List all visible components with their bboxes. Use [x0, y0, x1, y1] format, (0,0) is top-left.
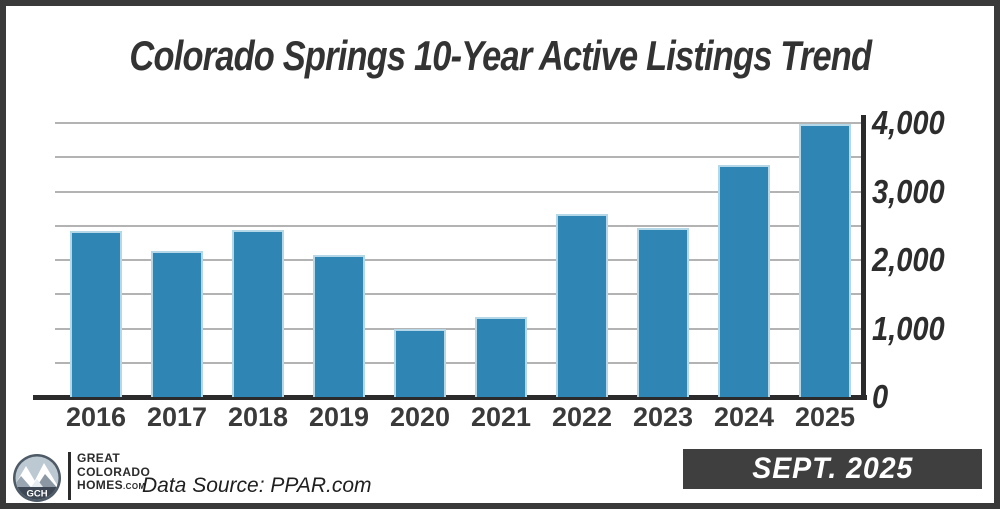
x-tick-label-2023: 2023 [632, 402, 694, 432]
bar-2021 [475, 316, 527, 397]
x-tick-label-2021: 2021 [470, 402, 532, 432]
y-tick-label-0: 0 [872, 378, 889, 415]
gridline-2000 [55, 259, 861, 261]
bar-2022 [556, 214, 608, 397]
x-tick-label-2016: 2016 [65, 402, 127, 432]
logo-homes-text: HOMES [77, 478, 124, 492]
canvas: Colorado Springs 10-Year Active Listings… [6, 6, 994, 503]
bar-chart: 2016 2017 2018 2019 2020 2021 2022 2023 2024 2025… [6, 6, 994, 503]
logo-com-suffix: .COM [123, 482, 146, 491]
gridline-3500 [55, 156, 861, 159]
gridline-2500 [55, 224, 861, 227]
bar-2018 [232, 229, 284, 397]
y-tick-label-1000: 1,000 [872, 309, 945, 347]
x-tick-label-2025: 2025 [794, 402, 856, 432]
x-axis-line [33, 395, 867, 400]
data-source-text: Data Source: PPAR.com [142, 474, 372, 497]
logo-line-colorado: COLORADO [77, 464, 151, 479]
bar-2019 [313, 254, 365, 397]
y-tick-label-4000: 4,000 [872, 104, 945, 141]
bar-2023 [637, 227, 689, 397]
gridline-1500 [55, 293, 861, 296]
date-badge: SEPT. 2025 [683, 449, 982, 489]
y-axis-line [861, 115, 866, 400]
x-tick-label-2017: 2017 [146, 402, 208, 432]
bar-2024 [718, 164, 770, 397]
x-tick-label-2020: 2020 [389, 402, 451, 432]
logo-line-great: GREAT [77, 451, 121, 465]
logo-monogram: GCH [26, 489, 47, 500]
x-tick-label-2024: 2024 [713, 402, 775, 432]
great-colorado-homes-logo-icon: GCH [13, 454, 61, 502]
logo-wordmark: GREAT COLORADO HOMES.COM [77, 451, 151, 494]
y-tick-label-2000: 2,000 [872, 241, 945, 278]
x-tick-label-2018: 2018 [227, 402, 289, 432]
page-title: Colorado Springs 10-Year Active Listings… [129, 32, 872, 79]
date-badge-text: SEPT. 2025 [751, 452, 914, 485]
gridline-3000 [55, 190, 861, 193]
y-tick-label-3000: 3,000 [872, 172, 945, 210]
x-tick-label-2022: 2022 [551, 402, 613, 432]
bar-2020 [394, 329, 446, 397]
bar-2016 [70, 230, 122, 397]
logo-divider [68, 452, 71, 500]
gridline-4000 [55, 122, 861, 124]
gridline-1000 [55, 327, 861, 330]
page-title-wrap: Colorado Springs 10-Year Active Listings… [6, 32, 994, 80]
gridline-500 [55, 361, 861, 364]
logo-line-homes: HOMES.COM [77, 478, 150, 494]
bar-2025 [799, 123, 851, 397]
x-tick-label-2019: 2019 [308, 402, 370, 432]
bar-2017 [151, 251, 203, 397]
